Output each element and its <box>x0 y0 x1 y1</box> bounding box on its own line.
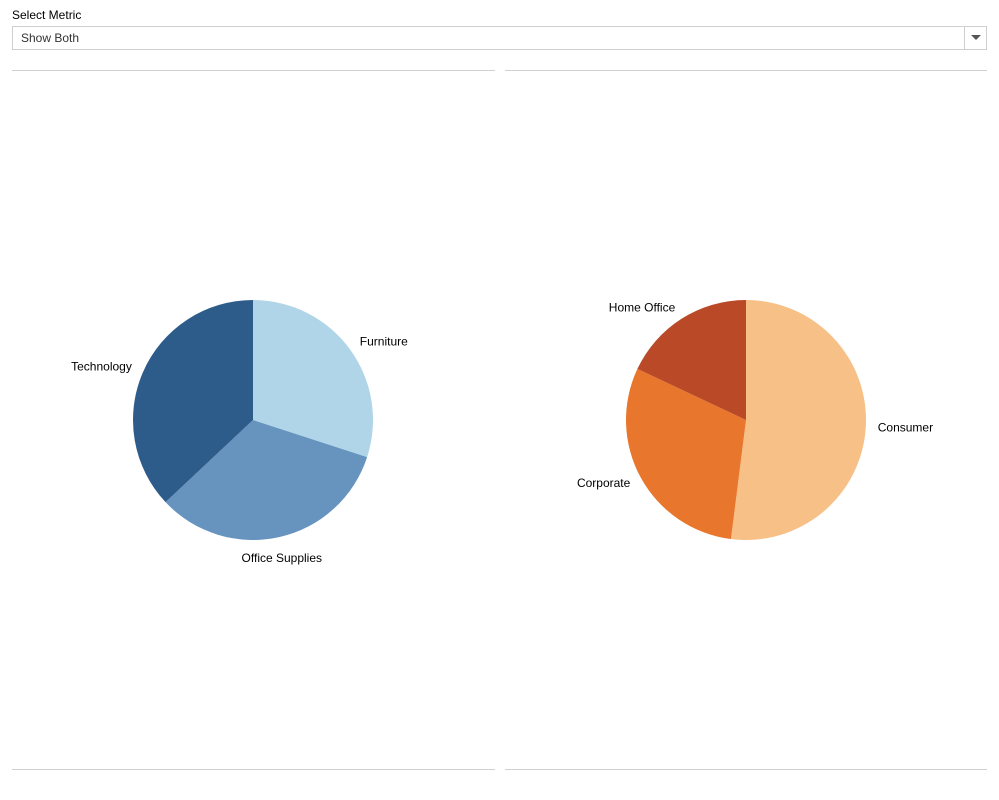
segment-pie-chart: Consumer Corporate Home Office <box>506 180 986 660</box>
pie-slice-label: Technology <box>71 360 132 374</box>
select-metric-label: Select Metric <box>12 8 987 22</box>
pie-slice-label: Office Supplies <box>242 551 323 565</box>
pie-slice-label: Consumer <box>877 420 932 434</box>
pie-slice[interactable] <box>731 300 866 540</box>
pie-slice-label: Furniture <box>360 335 408 349</box>
category-pie-chart: Furniture Office Supplies Technology <box>13 180 493 660</box>
dropdown-arrow-icon <box>964 27 986 49</box>
select-metric-dropdown[interactable]: Show Both <box>12 26 987 50</box>
pie-slice-label: Home Office <box>609 301 676 315</box>
dashboard-container: Select Metric Show Both Furniture Office … <box>0 0 999 778</box>
select-metric-value: Show Both <box>21 31 79 45</box>
charts-row: Furniture Office Supplies Technology Consu… <box>12 70 987 770</box>
right-panel: Consumer Corporate Home Office <box>505 70 988 770</box>
left-panel: Furniture Office Supplies Technology <box>12 70 495 770</box>
pie-slice-label: Corporate <box>577 476 631 490</box>
